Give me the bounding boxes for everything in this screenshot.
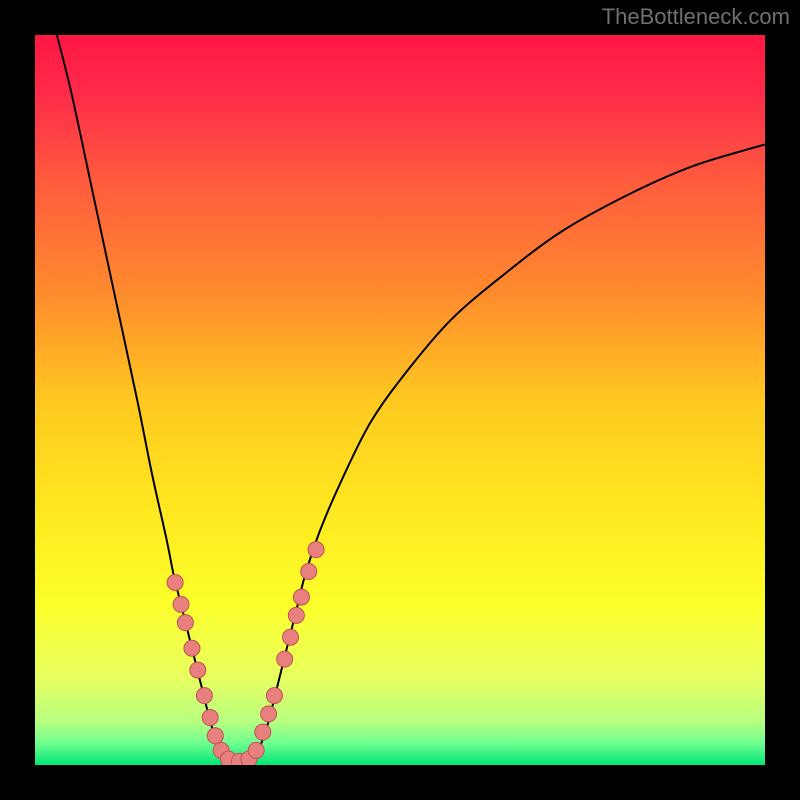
watermark-text: TheBottleneck.com [602,4,790,30]
data-marker [184,640,200,656]
chart-background [35,35,765,765]
data-marker [261,706,277,722]
chart-plot-area [35,35,765,765]
data-marker [173,596,189,612]
data-marker [283,629,299,645]
data-marker [288,607,304,623]
data-marker [190,662,206,678]
data-marker [277,651,293,667]
data-marker [207,728,223,744]
bottleneck-chart [35,35,765,765]
data-marker [266,688,282,704]
data-marker [301,564,317,580]
data-marker [196,688,212,704]
data-marker [293,589,309,605]
data-marker [202,710,218,726]
data-marker [177,615,193,631]
data-marker [248,742,264,758]
data-marker [255,724,271,740]
data-marker [167,575,183,591]
data-marker [308,542,324,558]
